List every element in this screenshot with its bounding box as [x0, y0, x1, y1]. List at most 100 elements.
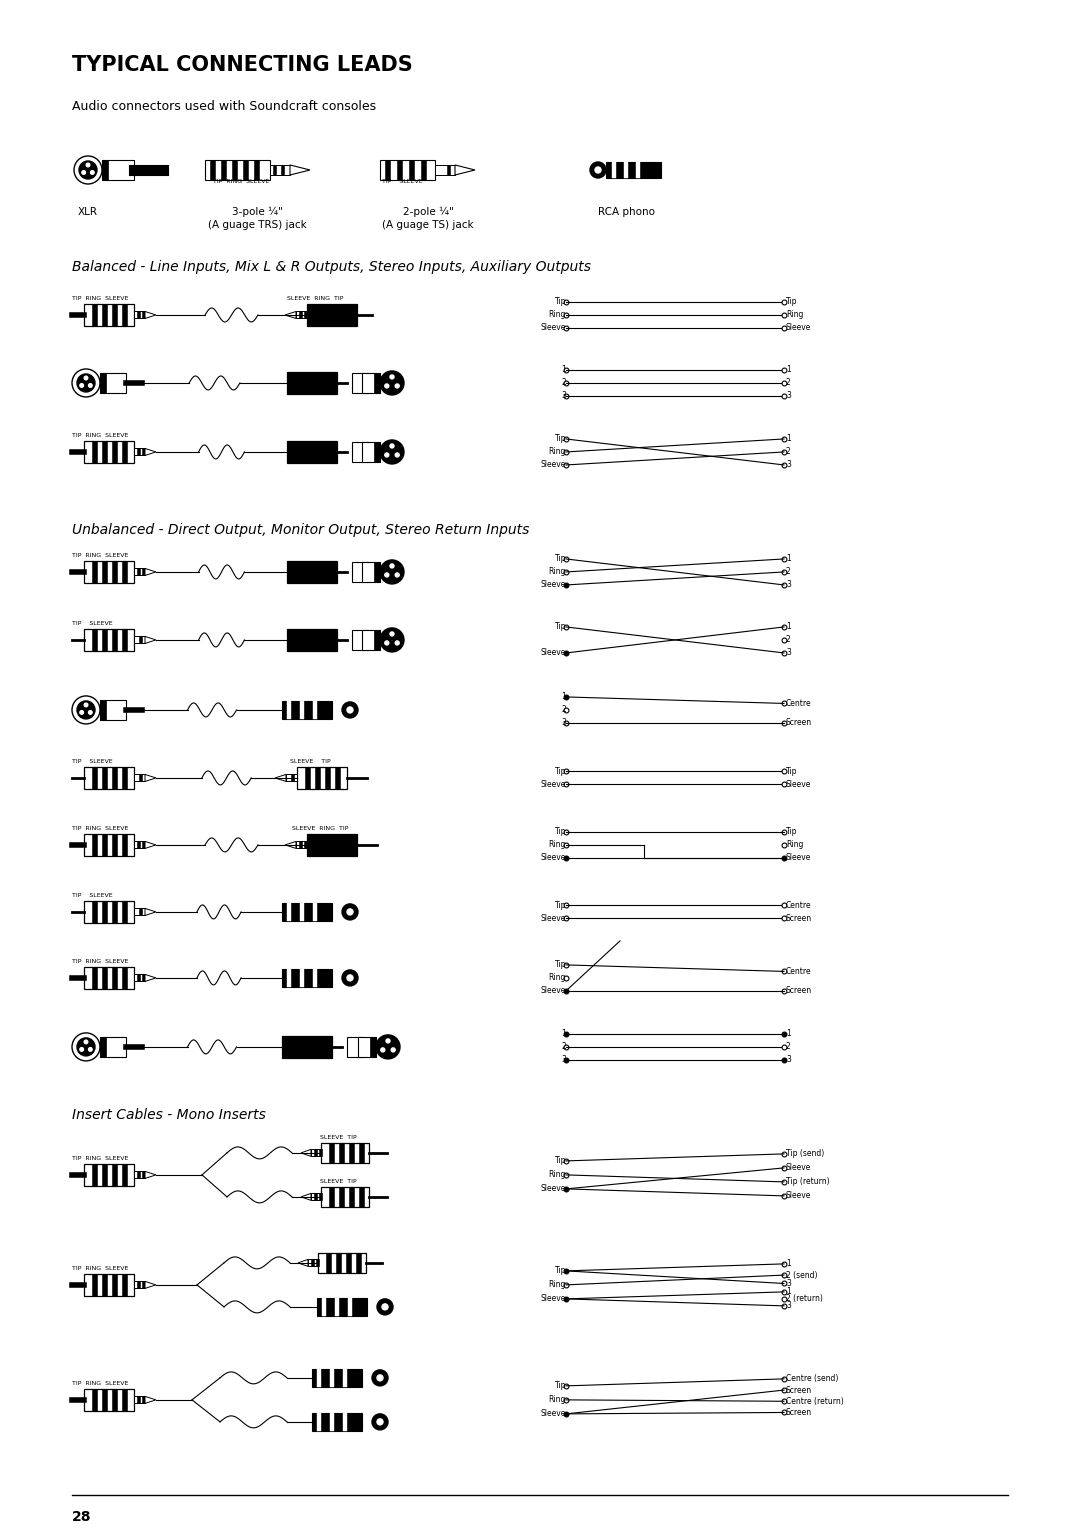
Bar — [335, 1297, 339, 1316]
Circle shape — [77, 374, 95, 393]
Circle shape — [384, 573, 389, 578]
Circle shape — [80, 1048, 83, 1051]
Text: Sleeve: Sleeve — [786, 854, 811, 862]
Bar — [300, 903, 303, 921]
Text: TIP  RING  SLEEVE: TIP RING SLEEVE — [72, 1155, 129, 1161]
Text: Tip: Tip — [554, 298, 566, 307]
Bar — [311, 1259, 314, 1267]
Bar — [92, 1164, 97, 1186]
Circle shape — [84, 376, 87, 380]
Bar — [281, 165, 284, 176]
Bar — [122, 1164, 127, 1186]
Bar — [100, 373, 106, 393]
Bar — [287, 969, 291, 987]
Polygon shape — [145, 1172, 156, 1178]
Circle shape — [84, 703, 87, 707]
Bar — [322, 1297, 326, 1316]
Bar — [112, 967, 117, 989]
Bar — [112, 902, 117, 923]
Bar — [112, 442, 117, 463]
Bar — [92, 1274, 97, 1296]
Bar — [313, 969, 318, 987]
Text: 1: 1 — [786, 555, 791, 564]
Bar — [314, 1193, 318, 1201]
Bar — [102, 834, 107, 856]
Bar — [139, 637, 141, 643]
Circle shape — [390, 445, 394, 448]
Bar — [122, 561, 127, 584]
Bar — [112, 1164, 117, 1186]
Circle shape — [381, 1048, 384, 1051]
Bar — [325, 767, 330, 788]
Bar — [141, 568, 145, 576]
Bar — [92, 561, 97, 584]
Polygon shape — [301, 1149, 311, 1157]
Text: Tip: Tip — [554, 555, 566, 564]
Text: TIP  RING  SLEEVE: TIP RING SLEEVE — [72, 296, 129, 301]
Bar — [122, 1274, 127, 1296]
Bar — [612, 162, 616, 177]
Text: SLEEVE    TIP: SLEEVE TIP — [291, 759, 330, 764]
Text: Sleeve: Sleeve — [541, 914, 566, 923]
Bar — [286, 775, 297, 781]
Text: TIP  RING  SLEEVE: TIP RING SLEEVE — [72, 553, 129, 558]
Text: Screen: Screen — [786, 718, 812, 727]
Bar — [84, 442, 134, 463]
Polygon shape — [275, 775, 286, 781]
Bar — [319, 1193, 322, 1201]
Bar — [303, 312, 307, 318]
Bar — [357, 1038, 376, 1057]
Circle shape — [84, 1041, 87, 1044]
Polygon shape — [285, 842, 296, 848]
Bar — [313, 701, 318, 720]
Bar — [100, 1038, 106, 1057]
Circle shape — [347, 707, 353, 714]
Circle shape — [390, 564, 394, 568]
Bar — [624, 162, 627, 177]
Bar — [352, 630, 368, 649]
Text: TIP    SLEEVE: TIP SLEEVE — [72, 759, 112, 764]
Circle shape — [79, 160, 97, 179]
Text: Sleeve: Sleeve — [541, 854, 566, 862]
Bar — [339, 1187, 345, 1207]
Bar — [84, 630, 134, 651]
Bar — [102, 967, 107, 989]
Text: Tip: Tip — [786, 298, 797, 307]
Bar — [100, 700, 126, 720]
Text: Ring: Ring — [549, 1280, 566, 1290]
Bar — [352, 442, 368, 461]
Bar — [112, 767, 117, 788]
Bar — [307, 834, 357, 856]
Bar — [321, 1143, 369, 1163]
Text: Centre (send): Centre (send) — [786, 1374, 838, 1383]
Text: 3: 3 — [786, 460, 791, 469]
Bar — [102, 160, 134, 180]
Bar — [291, 775, 294, 781]
Text: Centre: Centre — [786, 902, 812, 909]
Text: 2: 2 — [786, 636, 791, 645]
Bar — [370, 1038, 376, 1057]
Bar — [303, 842, 307, 848]
Text: Screen: Screen — [786, 1386, 812, 1395]
Bar — [321, 1187, 369, 1207]
Bar — [359, 1187, 364, 1207]
Text: TIP    SLEEVE: TIP SLEEVE — [72, 892, 112, 898]
Bar — [362, 562, 380, 582]
Text: Tip (send): Tip (send) — [786, 1149, 824, 1158]
Circle shape — [347, 909, 353, 915]
Text: Sleeve: Sleeve — [541, 1184, 566, 1193]
Polygon shape — [285, 312, 296, 318]
Bar — [137, 842, 140, 848]
Polygon shape — [455, 165, 475, 176]
Bar — [122, 1389, 127, 1410]
Bar — [380, 160, 435, 180]
Bar — [84, 834, 134, 856]
Circle shape — [342, 701, 357, 718]
Bar — [287, 903, 291, 921]
Bar — [362, 442, 380, 461]
Bar — [137, 1282, 140, 1288]
Bar — [254, 160, 259, 180]
Text: 3: 3 — [786, 1279, 791, 1288]
Bar — [141, 312, 145, 318]
Bar — [134, 1397, 145, 1403]
